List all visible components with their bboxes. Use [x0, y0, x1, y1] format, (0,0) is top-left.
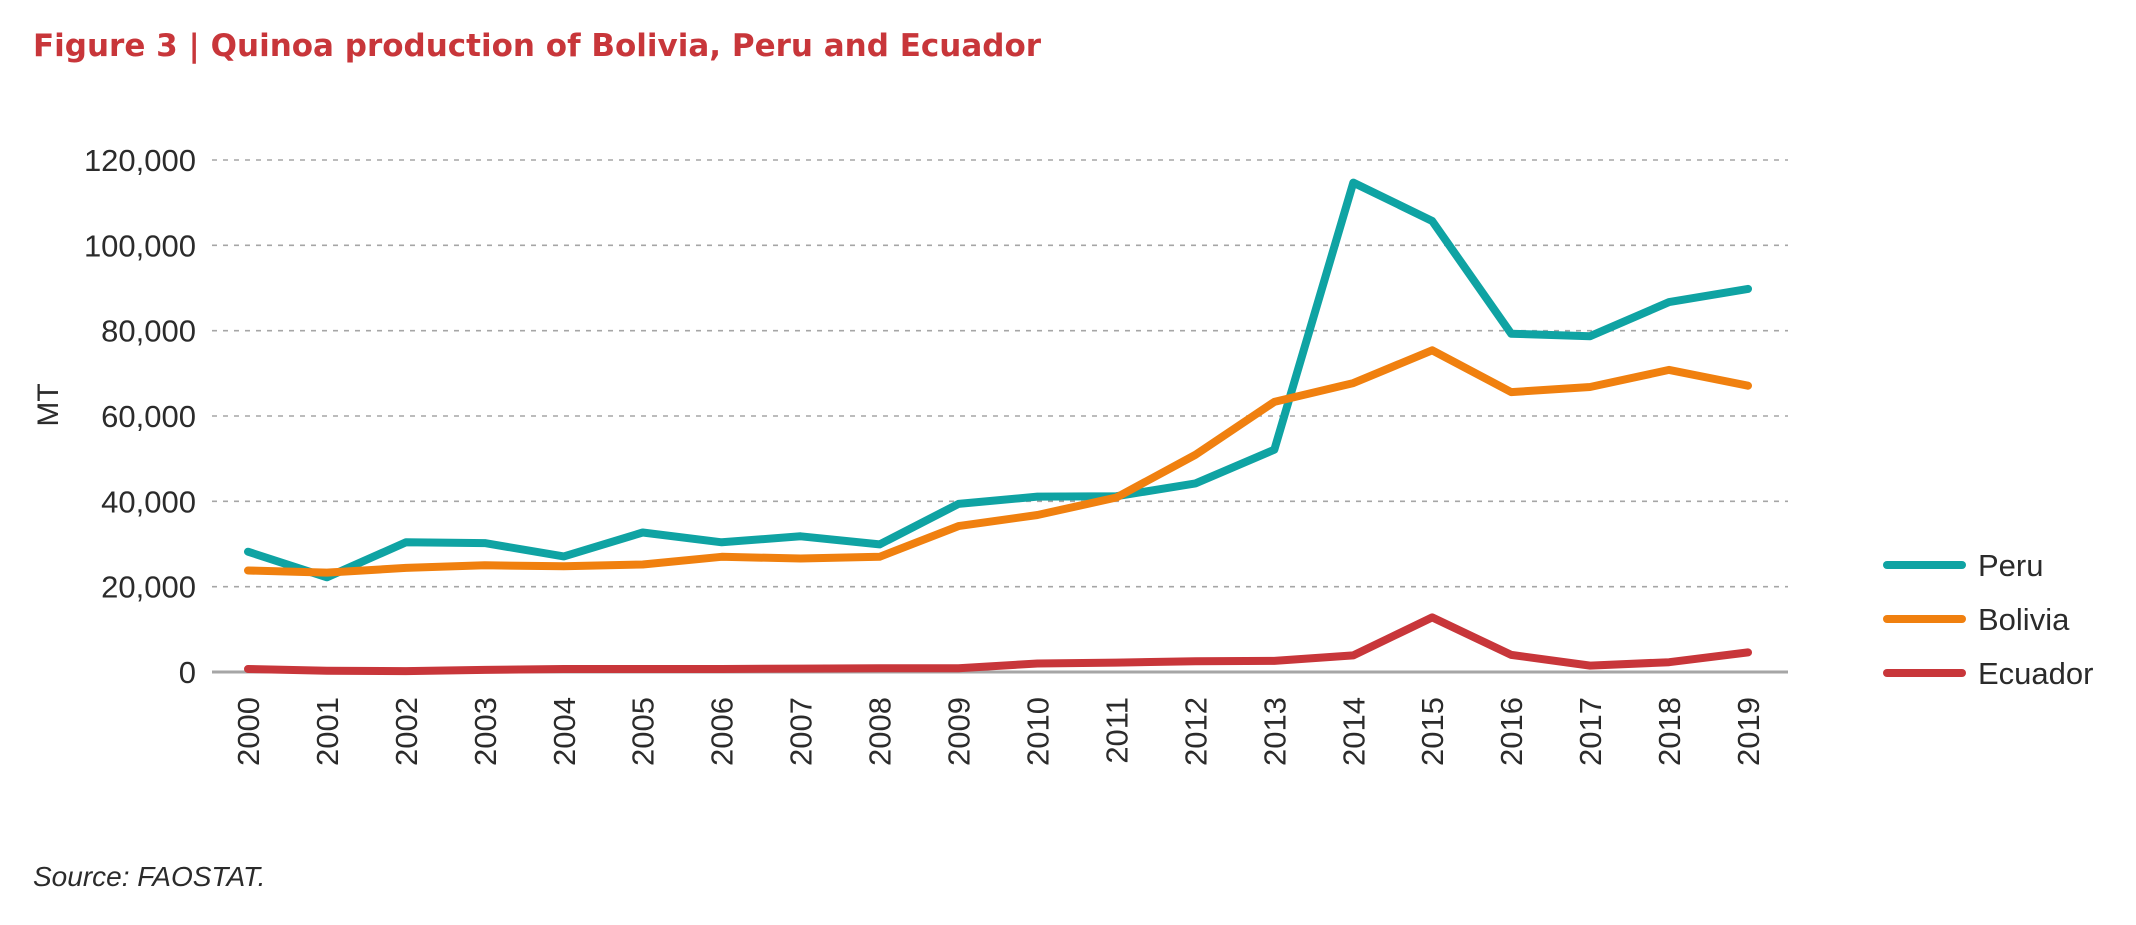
x-tick-label: 2014 [1336, 697, 1371, 766]
y-tick-label: 100,000 [84, 228, 196, 263]
x-tick-label: 2003 [468, 697, 503, 766]
x-tick-label: 2015 [1415, 697, 1450, 766]
y-axis-label: MT [32, 383, 65, 426]
y-tick-label: 80,000 [101, 314, 196, 349]
figure-title: Figure 3 | Quinoa production of Bolivia,… [33, 28, 1042, 64]
series-line-peru [244, 178, 1752, 582]
y-tick-label: 120,000 [84, 143, 196, 178]
y-tick-label: 20,000 [101, 570, 196, 605]
x-tick-label: 2019 [1731, 697, 1766, 766]
legend-item-ecuador: Ecuador [1883, 656, 2093, 691]
x-tick-label: 2017 [1573, 697, 1608, 766]
x-tick-label: 2009 [942, 697, 977, 766]
x-tick-label: 2006 [705, 697, 740, 766]
x-tick-label: 2018 [1652, 697, 1687, 766]
x-tick-label: 2007 [784, 697, 819, 766]
legend-label: Ecuador [1978, 656, 2093, 691]
x-tick-label: 2002 [389, 697, 424, 766]
x-tick-label: 2001 [310, 697, 345, 766]
x-tick-label: 2008 [863, 697, 898, 766]
x-tick-label: 2013 [1257, 697, 1292, 766]
x-tick-label: 2012 [1178, 697, 1213, 766]
legend-label: Bolivia [1978, 602, 2070, 637]
x-tick-label: 2004 [547, 697, 582, 766]
series-line-bolivia [244, 346, 1752, 577]
x-tick-label: 2011 [1099, 697, 1134, 764]
legend: Peru Bolivia Ecuador [1883, 548, 2093, 691]
y-tick-label: 0 [179, 655, 196, 690]
y-axis-ticks: 0 20,000 40,000 60,000 80,000 100,000 120,000 [84, 143, 196, 690]
y-tick-label: 60,000 [101, 399, 196, 434]
legend-label: Peru [1978, 548, 2043, 583]
x-tick-label: 2010 [1020, 697, 1055, 766]
x-tick-label: 2016 [1494, 697, 1529, 766]
series-line-ecuador [244, 613, 1752, 676]
x-tick-label: 2005 [626, 697, 661, 766]
legend-item-peru: Peru [1883, 548, 2043, 583]
legend-item-bolivia: Bolivia [1883, 602, 2070, 637]
series-lines [244, 178, 1752, 676]
y-tick-label: 40,000 [101, 484, 196, 519]
x-axis-ticks: 2000 2001 2002 2003 2004 2005 2006 2007 2008 2009… [231, 697, 1766, 766]
x-tick-label: 2000 [231, 697, 266, 766]
source-note: Source: FAOSTAT. [33, 861, 265, 892]
